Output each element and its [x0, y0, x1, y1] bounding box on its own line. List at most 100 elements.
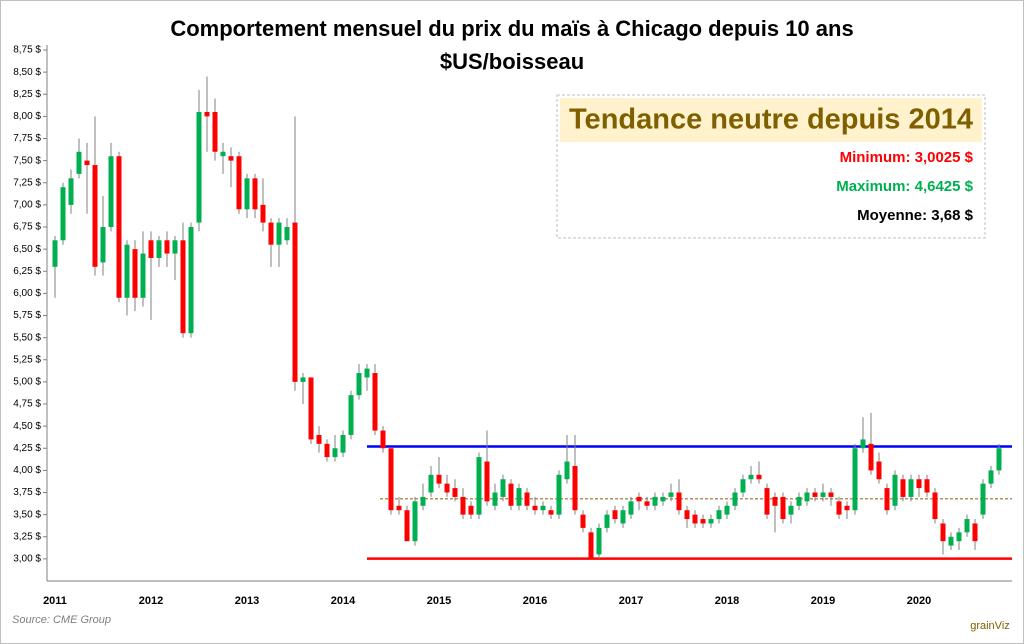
candle-body [156, 240, 162, 258]
candle-body [988, 470, 994, 484]
candle-body [644, 501, 650, 506]
x-tick-label: 2012 [139, 595, 163, 607]
candle-body [172, 240, 178, 254]
candle-body [268, 222, 274, 245]
y-tick-label: 6,50 $ [13, 244, 41, 255]
candle-body [524, 492, 530, 506]
candle-body [220, 151, 226, 157]
annotation-title: Tendance neutre depuis 2014 [569, 104, 973, 136]
candle-body [556, 474, 562, 515]
candle-body [212, 111, 218, 152]
candle-body [60, 187, 66, 241]
y-tick-label: 7,00 $ [13, 200, 41, 211]
y-tick-label: 6,25 $ [13, 266, 41, 277]
candle-body [340, 434, 346, 453]
candle-body [980, 483, 986, 515]
candle-body [332, 448, 338, 458]
candle-body [300, 377, 306, 382]
x-tick-label: 2014 [331, 595, 356, 607]
y-tick-label: 4,75 $ [13, 399, 41, 410]
candle-body [276, 222, 282, 245]
candle-body [252, 178, 258, 210]
candle-body [876, 461, 882, 480]
y-tick-label: 8,50 $ [13, 67, 41, 78]
candle-body [572, 465, 578, 511]
y-tick-label: 5,25 $ [13, 354, 41, 365]
candle-body [932, 492, 938, 520]
source: Source: CME Group [12, 614, 111, 626]
candle-body [732, 492, 738, 506]
candle-body [164, 240, 170, 254]
candle-body [972, 523, 978, 542]
candle-body [636, 496, 642, 502]
candle-body [180, 240, 186, 334]
candle-body [516, 488, 522, 506]
candle-body [228, 156, 234, 161]
candle-body [428, 474, 434, 493]
y-tick-label: 8,25 $ [13, 89, 41, 100]
x-tick-label: 2015 [427, 595, 451, 607]
candle-body [924, 479, 930, 493]
y-tick-label: 3,50 $ [13, 509, 41, 520]
candle-body [788, 505, 794, 515]
candle-body [284, 227, 290, 241]
candle-body [756, 474, 762, 480]
y-tick-label: 4,25 $ [13, 443, 41, 454]
y-tick-label: 7,50 $ [13, 155, 41, 166]
candle-body [452, 488, 458, 497]
x-tick-label: 2017 [619, 595, 643, 607]
y-tick-label: 5,00 $ [13, 377, 41, 388]
candle-body [324, 443, 330, 458]
candle-body [68, 178, 74, 205]
candle-body [884, 488, 890, 511]
candle-body [916, 479, 922, 489]
candle-body [604, 514, 610, 528]
candle-body [740, 479, 746, 493]
candle-body [596, 527, 602, 555]
candle-body [108, 156, 114, 227]
candle-body [188, 227, 194, 334]
candle-body [764, 488, 770, 515]
y-tick-label: 5,75 $ [13, 310, 41, 321]
candle-body [364, 368, 370, 378]
candle-body [676, 492, 682, 511]
candle-body [828, 492, 834, 497]
candle-body [948, 536, 954, 546]
candle-body [908, 479, 914, 497]
candle-body [684, 510, 690, 520]
candle-body [996, 448, 1002, 471]
candle-body [532, 505, 538, 511]
candle-body [476, 457, 482, 515]
candle-body [484, 461, 490, 502]
y-tick-label: 7,75 $ [13, 133, 41, 144]
candle-body [780, 496, 786, 520]
candle-body [708, 519, 714, 524]
candle-body [412, 501, 418, 542]
x-tick-label: 2018 [715, 595, 739, 607]
y-tick-label: 7,25 $ [13, 177, 41, 188]
candle-body [92, 165, 98, 267]
candle-body [852, 448, 858, 511]
candle-body [388, 448, 394, 511]
x-tick-label: 2016 [523, 595, 547, 607]
y-tick-label: 6,75 $ [13, 222, 41, 233]
x-tick-label: 2019 [811, 595, 835, 607]
candle-body [356, 373, 362, 396]
candle-body [628, 501, 634, 515]
candle-body [668, 492, 674, 497]
candle-body [804, 492, 810, 502]
candle-body [956, 532, 962, 542]
candle-body [660, 496, 666, 502]
candle-body [580, 514, 586, 528]
y-tick-label: 4,50 $ [13, 421, 41, 432]
y-tick-label: 3,25 $ [13, 531, 41, 542]
y-tick-label: 4,00 $ [13, 465, 41, 476]
candle-body [292, 222, 298, 382]
candle-body [84, 160, 90, 166]
candle-body [900, 479, 906, 497]
candle-body [508, 483, 514, 506]
candle-body [548, 510, 554, 515]
y-tick-label: 5,50 $ [13, 332, 41, 343]
annotation-line: Maximum: 4,6425 $ [836, 178, 973, 195]
